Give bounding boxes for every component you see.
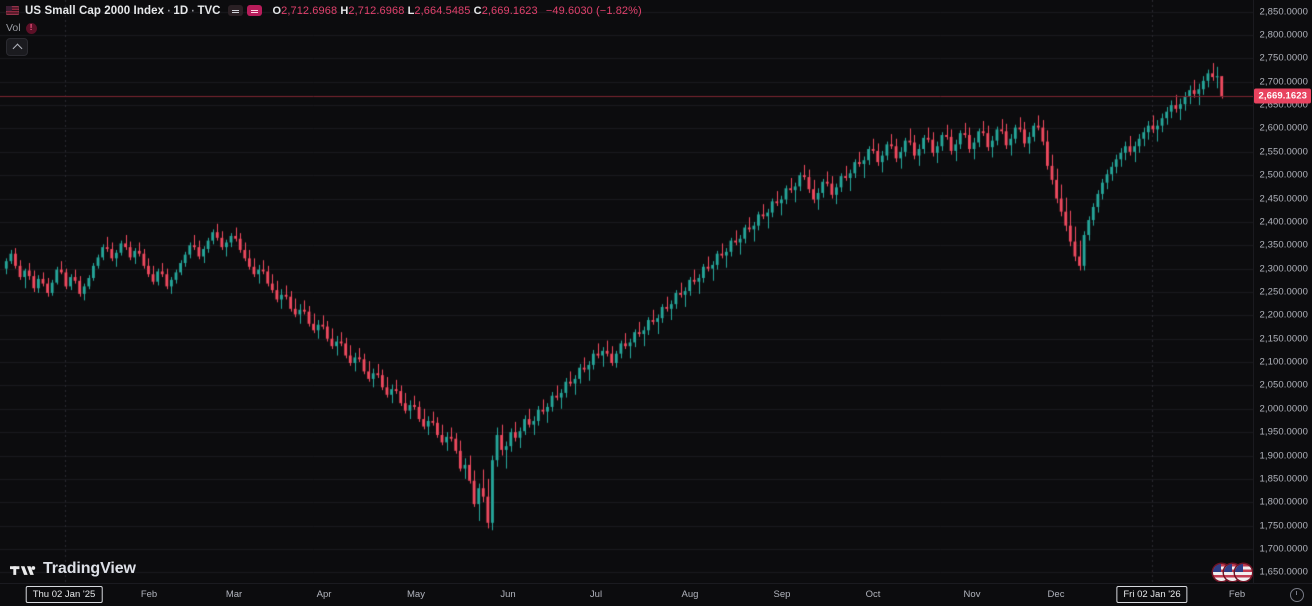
clock-icon[interactable] [1290, 588, 1304, 602]
time-axis-tick: Fri 02 Jan '26 [1116, 586, 1188, 603]
price-axis-tick: 1,650.0000 [1259, 566, 1308, 578]
time-axis-tick: Sep [773, 589, 791, 600]
price-axis-tick: 2,250.0000 [1259, 286, 1308, 298]
price-axis-tick: 1,750.0000 [1259, 520, 1308, 532]
time-axis-tick: Apr [316, 589, 332, 600]
price-axis-tick: 1,900.0000 [1259, 450, 1308, 462]
price-axis-tick: 1,950.0000 [1259, 426, 1308, 438]
time-axis-tick: Nov [963, 589, 981, 600]
time-axis-tick: May [407, 589, 425, 600]
time-axis-tick: Aug [681, 589, 699, 600]
price-axis-tick: 2,800.0000 [1259, 29, 1308, 41]
price-axis-tick: 2,650.0000 [1259, 99, 1308, 111]
price-axis-tick: 2,600.0000 [1259, 122, 1308, 134]
price-axis-tick: 2,500.0000 [1259, 169, 1308, 181]
time-axis-tick: Feb [1228, 589, 1246, 600]
time-axis-tick: Dec [1047, 589, 1065, 600]
flag-badge-3 [1235, 563, 1252, 581]
time-axis-tick: Oct [865, 589, 881, 600]
tradingview-mark-icon [10, 565, 36, 575]
tradingview-wordmark: TradingView [43, 560, 136, 577]
price-axis-tick: 1,800.0000 [1259, 496, 1308, 508]
price-axis-tick: 1,850.0000 [1259, 473, 1308, 485]
time-axis-tick: Jun [500, 589, 516, 600]
time-axis-tick: Feb [140, 589, 158, 600]
price-axis-tick: 2,350.0000 [1259, 239, 1308, 251]
candlestick-canvas[interactable] [0, 0, 1254, 584]
chevron-up-icon [12, 43, 22, 53]
price-axis-tick: 2,550.0000 [1259, 146, 1308, 158]
current-price-badge[interactable]: 2,669.1623 [1254, 88, 1311, 104]
price-axis-tick: 2,700.0000 [1259, 76, 1308, 88]
chart-plot-area[interactable] [0, 0, 1254, 584]
price-axis[interactable]: 2,669.1623 2,850.0000 2,800.0000 2,750.000… [1253, 0, 1312, 584]
price-axis-tick: 2,200.0000 [1259, 309, 1308, 321]
price-axis-tick: 2,300.0000 [1259, 263, 1308, 275]
time-axis[interactable]: Thu 02 Jan '25 Feb Mar Apr May Jun Jul Aug Sep Oc… [0, 583, 1312, 606]
price-axis-tick: 1,700.0000 [1259, 543, 1308, 555]
tradingview-logo: TradingView [10, 560, 136, 578]
time-axis-tick: Mar [225, 589, 243, 600]
price-axis-tick: 2,450.0000 [1259, 193, 1308, 205]
price-axis-tick: 2,750.0000 [1259, 52, 1308, 64]
flag-cluster-icon[interactable] [1213, 563, 1252, 581]
price-axis-tick: 2,100.0000 [1259, 356, 1308, 368]
collapse-legend-button[interactable] [6, 38, 28, 56]
price-axis-tick: 2,000.0000 [1259, 403, 1308, 415]
price-axis-tick: 2,050.0000 [1259, 379, 1308, 391]
price-axis-tick: 2,150.0000 [1259, 333, 1308, 345]
time-axis-tick: Thu 02 Jan '25 [25, 586, 103, 603]
price-axis-tick: 2,850.0000 [1259, 6, 1308, 18]
price-axis-tick: 2,400.0000 [1259, 216, 1308, 228]
time-axis-tick: Jul [589, 589, 603, 600]
